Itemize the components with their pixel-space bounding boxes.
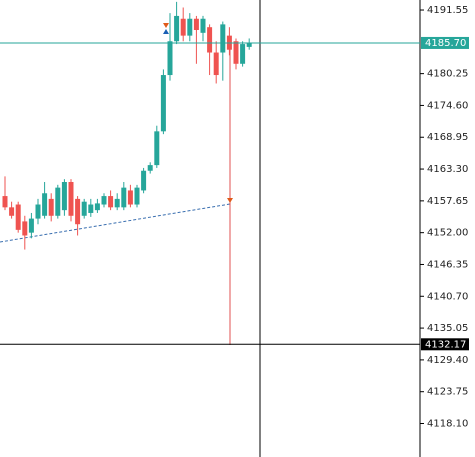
- y-tick-label: 4146.35: [427, 259, 468, 270]
- candle-body: [213, 52, 219, 76]
- candle-body: [154, 131, 160, 166]
- candle-body: [141, 170, 147, 191]
- candle-body: [101, 196, 107, 205]
- candle-body: [2, 196, 8, 208]
- current-price-label: 4185.70: [425, 38, 466, 49]
- y-tick-label: 4157.65: [427, 196, 468, 207]
- sell-arrow: [163, 23, 169, 28]
- candle-body: [48, 198, 54, 216]
- y-tick-label: 4129.40: [427, 355, 468, 366]
- candle-body: [147, 165, 153, 171]
- candle-body: [75, 198, 81, 225]
- candle-body: [180, 18, 186, 36]
- crosshair-price-label: 4132.17: [425, 339, 466, 350]
- candle-body: [61, 182, 67, 211]
- candle-body: [187, 18, 193, 36]
- candle-body: [55, 187, 61, 216]
- current-price-box: [421, 36, 469, 49]
- candle-body: [246, 42, 252, 47]
- candle-body: [9, 207, 15, 216]
- candle-body: [108, 196, 114, 208]
- y-tick-label: 4140.70: [427, 291, 468, 302]
- candle-body: [81, 201, 87, 216]
- candle-body: [220, 24, 226, 53]
- candle-body: [22, 221, 28, 236]
- y-tick-label: 4163.30: [427, 164, 468, 175]
- y-tick-label: 4118.10: [427, 419, 468, 430]
- crosshair-price-box: [421, 338, 469, 351]
- y-tick-label: 4174.60: [427, 100, 468, 111]
- candle-body: [42, 193, 48, 216]
- buy-arrow: [163, 29, 169, 34]
- candle-body: [121, 187, 127, 208]
- sell-arrow: [227, 198, 233, 203]
- candle-body: [94, 203, 100, 211]
- candle-body: [15, 204, 21, 230]
- candle-body: [114, 198, 120, 208]
- y-tick-label: 4168.95: [427, 132, 468, 143]
- candle-body: [207, 27, 213, 53]
- candle-body: [160, 75, 166, 132]
- candle-body: [240, 44, 246, 64]
- candle-body: [28, 218, 34, 233]
- y-tick-label: 4152.00: [427, 228, 468, 239]
- trend-line: [0, 203, 231, 243]
- candle-body: [174, 15, 180, 42]
- candle-body: [68, 182, 74, 216]
- y-tick-label: 4180.25: [427, 69, 468, 80]
- candle-body: [193, 18, 199, 31]
- candle-body: [167, 41, 173, 76]
- y-tick-label: 4135.05: [427, 323, 468, 334]
- candle-body: [200, 18, 206, 33]
- y-tick-label: 4191.55: [427, 5, 468, 16]
- candle-body: [233, 41, 239, 64]
- candle-body: [134, 187, 140, 205]
- candle-body: [88, 204, 94, 213]
- candle-body: [127, 190, 133, 205]
- candle-body: [35, 204, 41, 219]
- y-tick-label: 4123.75: [427, 387, 468, 398]
